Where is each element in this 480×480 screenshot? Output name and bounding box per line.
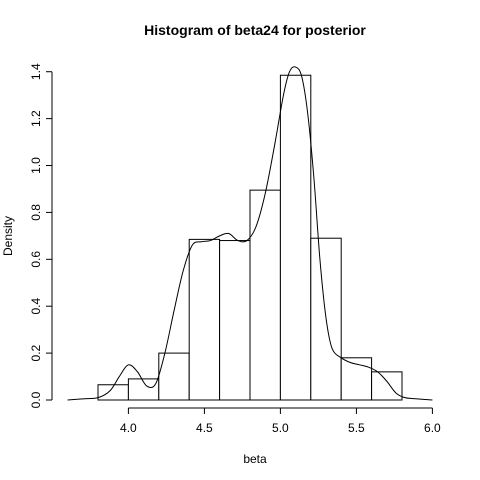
y-tick-label: 1.4: [29, 63, 43, 80]
y-axis: 0.0 0.2 0.4 0.6 0.8 1.0 1.2 1.4: [29, 63, 53, 408]
histogram-bars: [97, 74, 403, 401]
chart-title: Histogram of beta24 for posterior: [144, 22, 366, 38]
y-tick-label: 0.4: [29, 298, 43, 315]
density-curve: [67, 66, 433, 401]
y-tick-label: 0.2: [29, 344, 43, 361]
density-curve-group: [67, 66, 433, 401]
x-tick-label: 4.0: [120, 421, 137, 435]
x-tick-label: 4.5: [196, 421, 213, 435]
histogram-bar-4: [219, 240, 251, 401]
x-tick-label: 5.5: [348, 421, 365, 435]
histogram-bar-6: [279, 74, 312, 401]
histogram-bar-2: [158, 352, 190, 401]
x-axis: 4.0 4.5 5.0 5.5 6.0: [120, 407, 441, 435]
y-tick-label: 0.8: [29, 204, 43, 221]
y-tick-label: 0.6: [29, 251, 43, 268]
histogram-bar-8: [340, 357, 373, 401]
histogram-bar-9: [371, 371, 403, 401]
y-tick-label: 0.0: [29, 391, 43, 408]
histogram-bar-3: [188, 238, 221, 401]
x-axis-label: beta: [243, 452, 267, 466]
x-tick-label: 5.0: [272, 421, 289, 435]
histogram-bar-5: [249, 189, 281, 401]
y-tick-label: 1.2: [29, 110, 43, 127]
y-axis-label: Density: [1, 216, 15, 256]
x-tick-label: 6.0: [424, 421, 441, 435]
y-tick-label: 1.0: [29, 157, 43, 174]
